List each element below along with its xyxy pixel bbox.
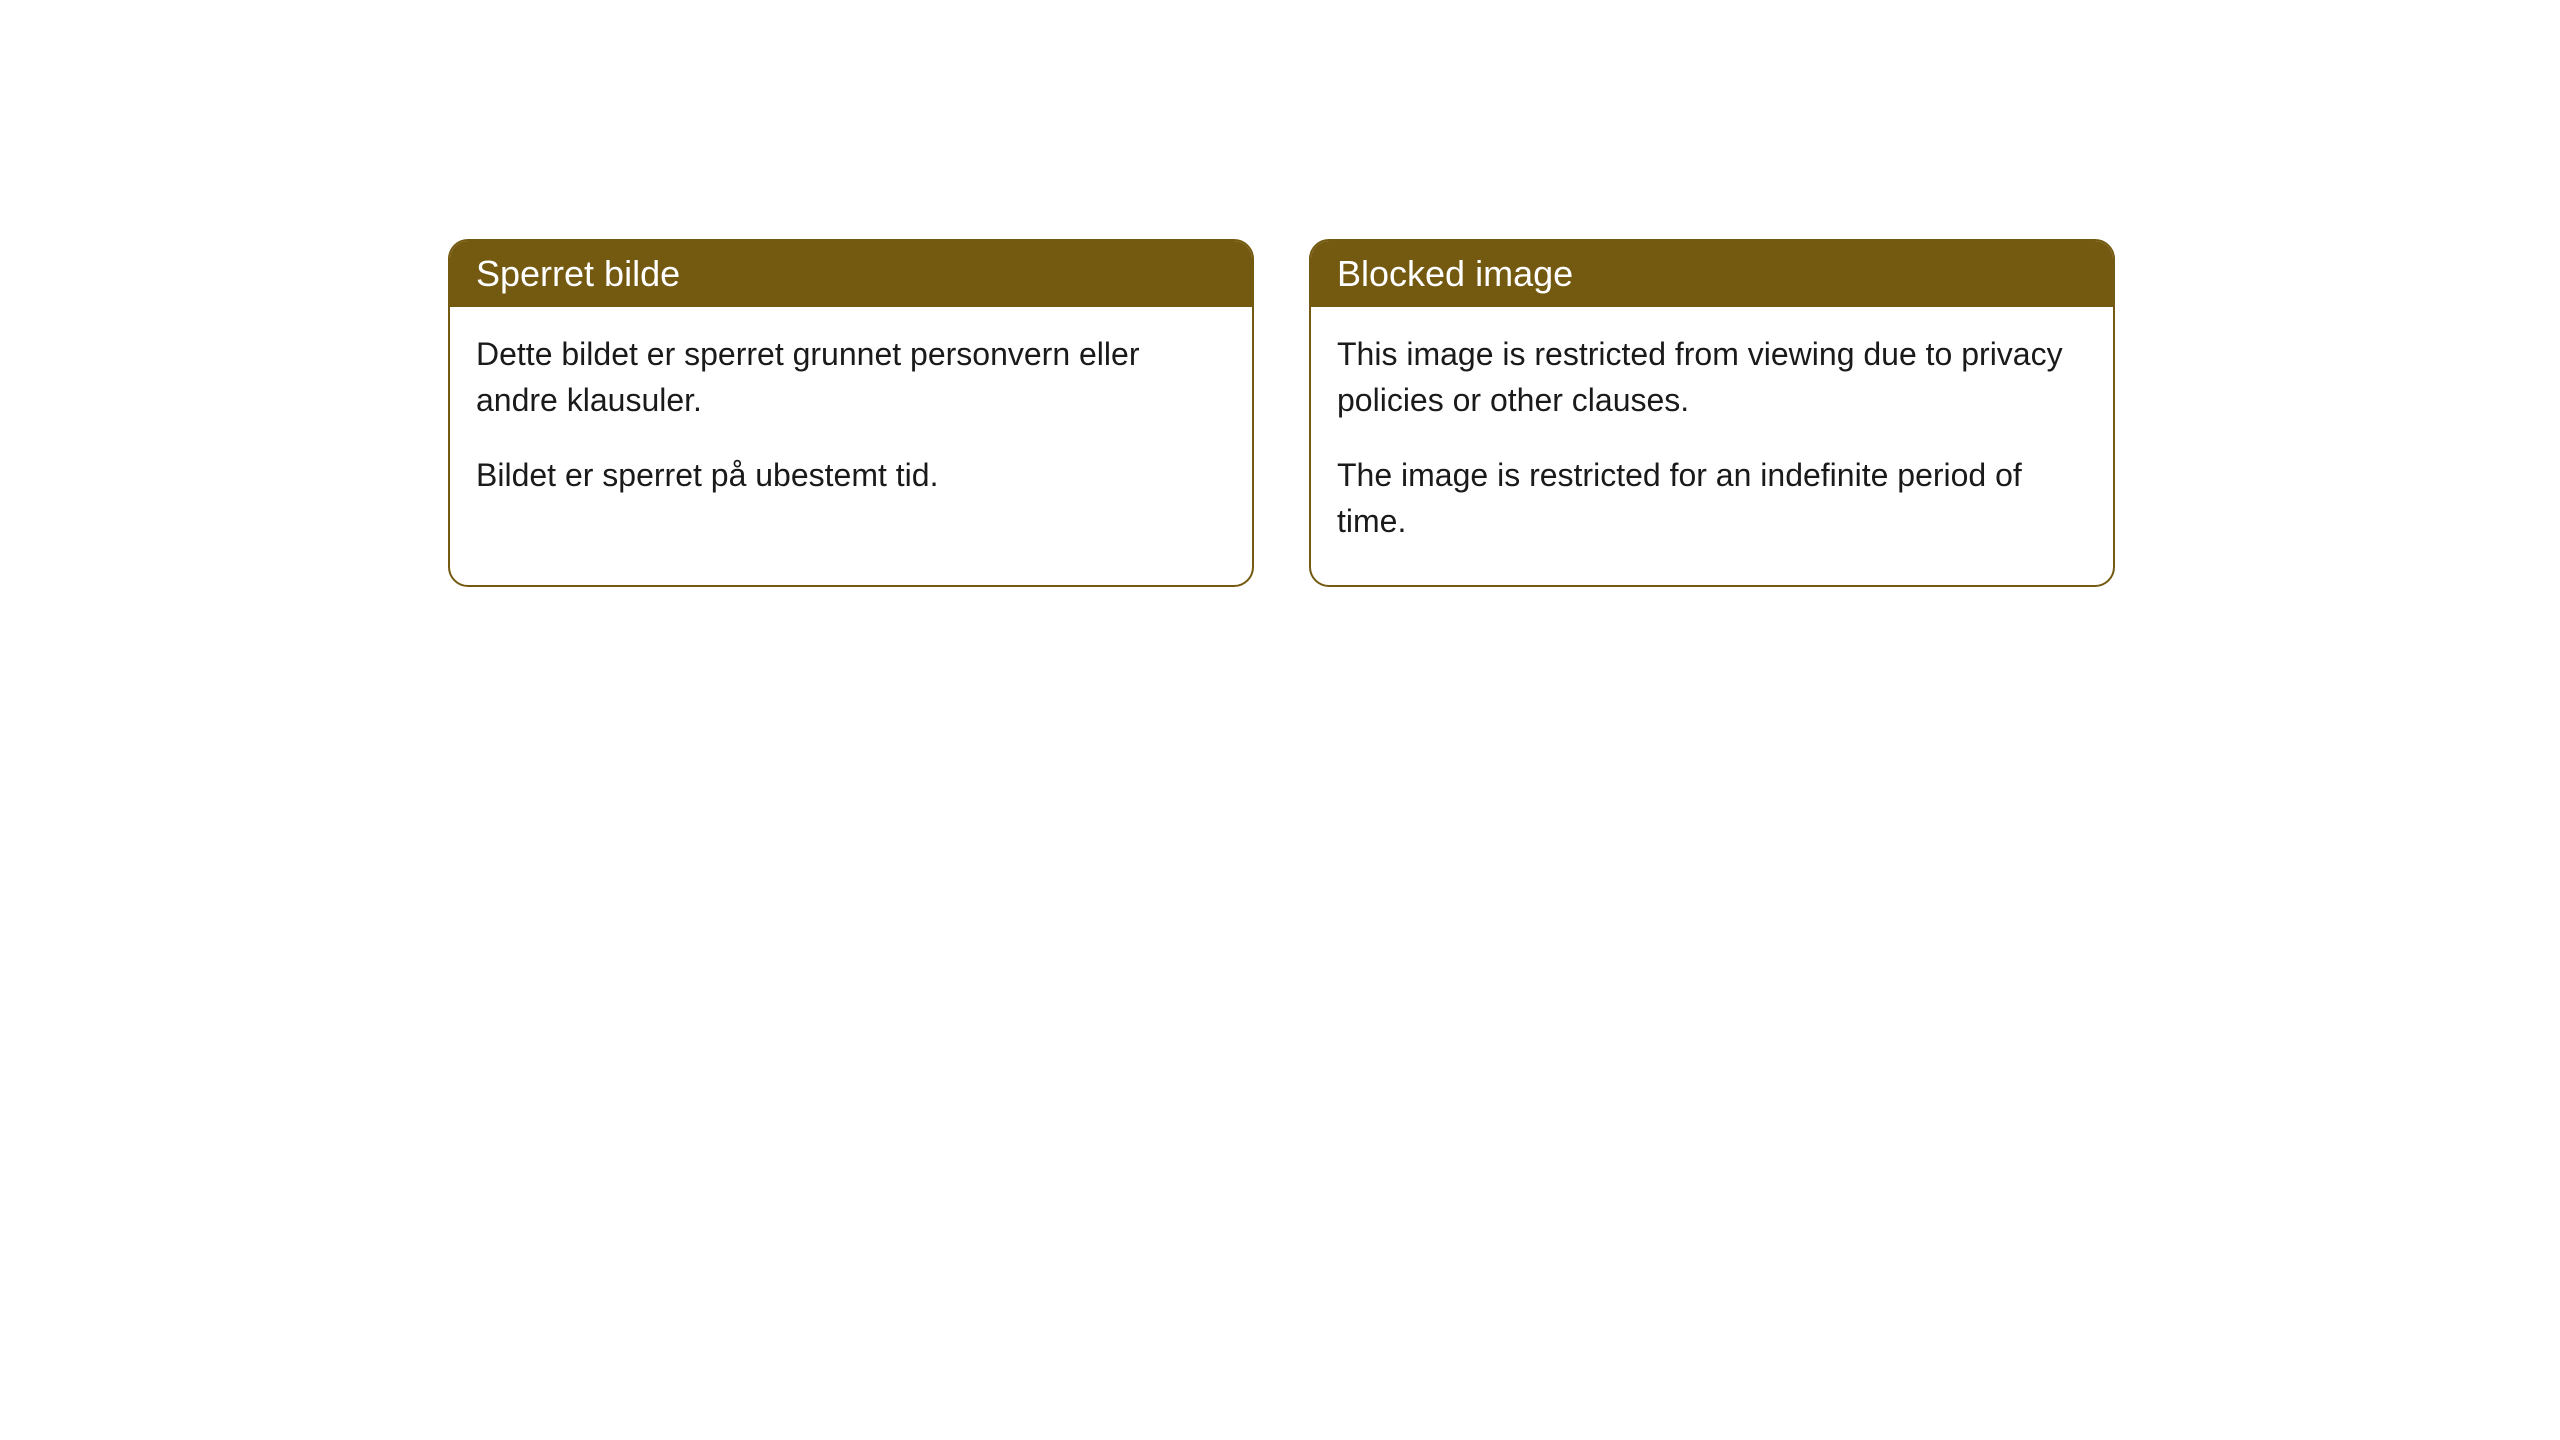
card-body: This image is restricted from viewing du… [1311, 307, 2113, 585]
card-body: Dette bildet er sperret grunnet personve… [450, 307, 1252, 538]
card-paragraph: Dette bildet er sperret grunnet personve… [476, 331, 1226, 424]
card-header: Sperret bilde [450, 241, 1252, 307]
card-paragraph: The image is restricted for an indefinit… [1337, 452, 2087, 545]
blocked-image-card-english: Blocked image This image is restricted f… [1309, 239, 2115, 587]
card-title: Sperret bilde [476, 253, 680, 294]
notice-cards-container: Sperret bilde Dette bildet er sperret gr… [448, 239, 2115, 587]
card-paragraph: This image is restricted from viewing du… [1337, 331, 2087, 424]
card-header: Blocked image [1311, 241, 2113, 307]
card-paragraph: Bildet er sperret på ubestemt tid. [476, 452, 1226, 498]
blocked-image-card-norwegian: Sperret bilde Dette bildet er sperret gr… [448, 239, 1254, 587]
card-title: Blocked image [1337, 253, 1573, 294]
